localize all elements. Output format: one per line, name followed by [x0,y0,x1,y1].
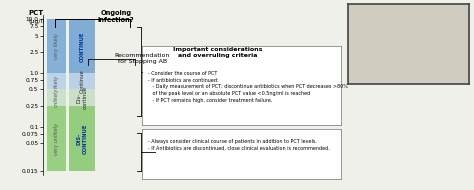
Text: likely: likely [54,75,59,88]
Text: very likely: very likely [54,33,59,59]
Text: Recommendation
for Stopping AB: Recommendation for Stopping AB [115,53,170,64]
Text: PCT: PCT [28,10,44,16]
Text: CONTINUE: CONTINUE [80,31,84,62]
Text: Important considerations
and overruling criteria: Important considerations and overruling … [173,47,263,58]
Text: very unlikely: very unlikely [54,123,59,155]
Text: (μg/l): (μg/l) [28,19,45,25]
Text: Dis-
continue: Dis- continue [77,86,87,109]
Text: unlikely: unlikely [54,88,59,107]
Text: Ongoing
infection?: Ongoing infection? [98,10,135,22]
Text: - Always consider clinical course of patients in addition to PCT levels.
- If An: - Always consider clinical course of pat… [148,139,330,151]
Text: Continue: Continue [80,70,84,93]
Text: DIS-
CONTINUE: DIS- CONTINUE [77,123,87,154]
Text: - Consider the course of PCT
- If antibiotics are continued:
   - Daily measurem: - Consider the course of PCT - If antibi… [148,71,348,103]
